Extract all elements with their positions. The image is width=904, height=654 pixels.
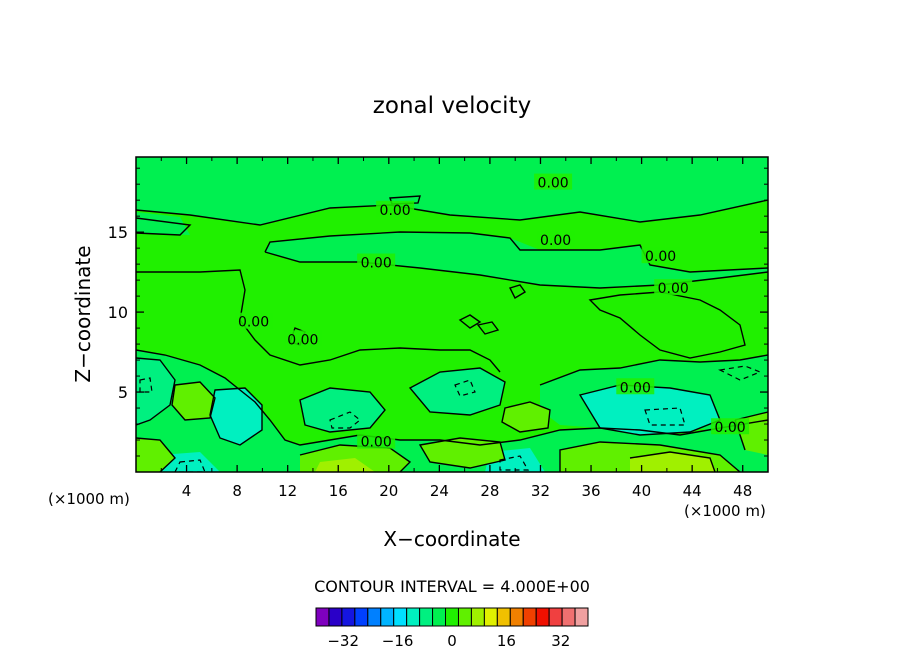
contour-label: 0.00 <box>620 380 651 396</box>
colorbar-swatch <box>574 607 589 627</box>
contour-label-bg <box>641 247 680 264</box>
contour-label: 0.00 <box>238 315 269 331</box>
upper-negative-band <box>136 157 768 225</box>
positive-blob-center <box>502 402 550 432</box>
positive-blob-bottom-center <box>420 438 505 468</box>
plot-area <box>136 157 768 472</box>
contour-label-bg <box>357 432 396 449</box>
colorbar-swatch <box>380 607 395 627</box>
colorbar-tick-label: −16 <box>382 632 414 650</box>
y-axis: 5 10 15 <box>108 167 768 457</box>
contour-label: 0.00 <box>540 233 571 249</box>
colorbar-swatch <box>535 607 550 627</box>
y-tick-label: 10 <box>108 303 128 322</box>
strong-positive-blob <box>630 452 715 472</box>
colorbar-swatch <box>483 607 498 627</box>
colorbar-swatch <box>341 607 356 627</box>
x-tick-label: 16 <box>329 482 348 500</box>
colorbar-swatch <box>548 607 563 627</box>
colorbar-swatch <box>522 607 537 627</box>
left-strong-negative <box>210 388 262 445</box>
x-tick-label: 20 <box>379 482 398 500</box>
colorbar-swatch <box>328 607 343 627</box>
x-tick-label: 8 <box>232 482 242 500</box>
contour-label: 0.00 <box>361 256 392 272</box>
contour-label: 0.00 <box>538 176 569 192</box>
contour-label-bg <box>711 418 750 435</box>
colorbar-swatch <box>406 607 421 627</box>
colorbar-tick-label: 0 <box>447 632 457 650</box>
x-tick-label: 4 <box>182 482 192 500</box>
contour-label: 0.00 <box>380 203 411 219</box>
contour-label-bg <box>376 200 415 217</box>
colorbar-swatch <box>315 607 330 627</box>
contour-label-bg <box>536 231 575 248</box>
center-left-negative-blob <box>300 388 385 432</box>
contour-label: 0.00 <box>714 420 745 436</box>
x-tick-label: 32 <box>531 482 550 500</box>
colorbar-tick-label: −32 <box>327 632 359 650</box>
colorbar-swatch <box>496 607 511 627</box>
contour-label-bg <box>534 173 573 190</box>
positive-blob-left <box>172 382 215 420</box>
contour-label: 0.00 <box>361 435 392 451</box>
colorbar-swatch <box>470 607 485 627</box>
x-tick-label: 12 <box>278 482 297 500</box>
contour-label-bg <box>283 330 322 347</box>
contour-label-bg <box>357 253 396 270</box>
x-axis: 4 8 12 16 20 24 28 32 36 40 44 48 <box>160 157 752 500</box>
contour-label-bg <box>234 312 273 329</box>
plot-frame <box>135 156 769 473</box>
lower-left-negative <box>136 350 768 472</box>
y-tick-label: 5 <box>118 383 128 402</box>
x-tick-label: 40 <box>632 482 651 500</box>
x-tick-label: 48 <box>733 482 752 500</box>
colorbar-swatch <box>367 607 382 627</box>
contour-label-bg <box>616 378 655 395</box>
dashed-contours <box>139 365 762 472</box>
colorbar <box>315 607 589 627</box>
contour-interval-text: CONTOUR INTERVAL = 4.000E+00 <box>314 577 590 596</box>
x-tick-label: 36 <box>581 482 600 500</box>
contour-label: 0.00 <box>658 281 689 297</box>
x-tick-label: 44 <box>683 482 702 500</box>
colorbar-swatch <box>509 607 524 627</box>
colorbar-swatch <box>419 607 434 627</box>
contour-label: 0.00 <box>287 332 318 348</box>
x-tick-label: 28 <box>480 482 499 500</box>
contour-label-bg <box>654 279 693 296</box>
x-unit-left: (×1000 m) <box>48 490 130 508</box>
chart-title: zonal velocity <box>373 93 531 119</box>
colorbar-swatch <box>445 607 459 627</box>
colorbar-swatch <box>432 607 447 627</box>
colorbar-tick-label: 16 <box>497 632 516 650</box>
colorbar-tick-label: 32 <box>551 632 570 650</box>
mid-negative-band <box>136 212 190 235</box>
colorbar-swatch <box>393 607 408 627</box>
y-axis-label: Z−coordinate <box>71 245 95 382</box>
x-unit-right: (×1000 m) <box>684 502 766 520</box>
colorbar-swatch <box>561 607 576 627</box>
y-tick-label: 15 <box>108 223 128 242</box>
x-tick-label: 24 <box>430 482 449 500</box>
strong-positive-blob-2 <box>315 458 375 472</box>
contour-labels: 0.00 0.00 0.00 0.00 0.00 0.00 0.00 0.00 0.00 0.00… <box>234 173 750 451</box>
colorbar-swatch <box>457 607 472 627</box>
colorbar-swatch <box>354 607 369 627</box>
contour-label: 0.00 <box>645 249 676 265</box>
x-axis-label: X−coordinate <box>383 527 520 551</box>
colorbar-ticks: −32 −16 0 16 32 <box>327 632 570 650</box>
